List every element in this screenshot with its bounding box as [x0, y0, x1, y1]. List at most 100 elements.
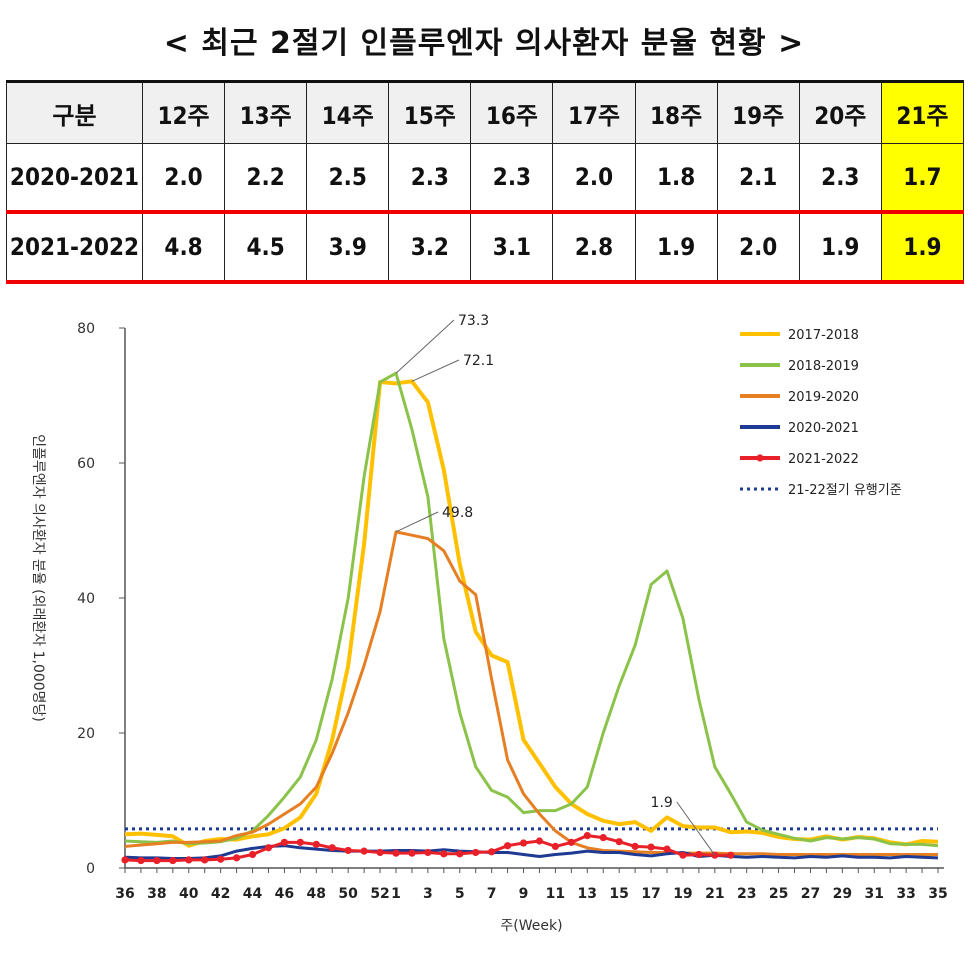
season-label: 2021-2022 — [6, 210, 143, 284]
table-cell-current: 1.9 — [880, 210, 965, 284]
x-tick-label: 11 — [546, 886, 565, 902]
x-tick-label: 21 — [705, 886, 724, 902]
table-cell: 2.5 — [306, 143, 390, 213]
series-point-2021-2022 — [679, 851, 687, 859]
series-line-2017-2018 — [124, 379, 939, 848]
table-cell: 3.9 — [306, 210, 390, 284]
series-point-2021-2022 — [615, 838, 623, 846]
series-point-2021-2022 — [599, 834, 607, 842]
y-tick-label: 0 — [86, 861, 95, 877]
week-header: 17주 — [552, 80, 636, 144]
x-tick-label: 29 — [833, 886, 852, 902]
x-tick-label: 44 — [243, 886, 263, 902]
series-point-2021-2022 — [711, 851, 719, 859]
table-row: 2020-2021 2.0 2.2 2.5 2.3 2.3 2.0 1.8 2.… — [6, 143, 965, 213]
table-cell: 3.1 — [470, 210, 554, 284]
series-line-2018-2019 — [124, 371, 939, 848]
table-cell: 4.5 — [224, 210, 308, 284]
annotation-leader — [395, 319, 455, 374]
week-header: 18주 — [634, 80, 718, 144]
table-cell: 4.8 — [141, 210, 226, 284]
series-point-2021-2022 — [727, 851, 735, 859]
x-tick-label: 46 — [275, 886, 294, 902]
page-title: < 최근 2절기 인플루엔자 의사환자 분율 현황 > — [163, 26, 805, 61]
series-point-2021-2022 — [201, 856, 209, 864]
series-line-2019-2020 — [124, 530, 938, 856]
table-cell: 3.2 — [388, 210, 472, 284]
series-point-2021-2022 — [631, 842, 639, 851]
table-cell-current: 1.7 — [880, 143, 965, 213]
series-point-2021-2022 — [519, 839, 528, 847]
y-axis-title: 인플루엔자 의사환자 분율 (외래환자 1,000명당) — [30, 434, 46, 722]
series-point-2021-2022 — [535, 837, 544, 845]
series-point-2021-2022 — [360, 847, 368, 855]
x-tick-label: 9 — [519, 886, 529, 902]
table-row: 2021-2022 4.8 4.5 3.9 3.2 3.1 2.8 1.9 2.… — [6, 210, 965, 284]
week-header: 16주 — [470, 80, 554, 144]
series-point-2021-2022 — [344, 846, 352, 855]
table-cell: 2.0 — [716, 210, 800, 284]
table-header-label: 구분 — [6, 80, 143, 144]
x-tick-label: 23 — [737, 886, 756, 902]
legend-label: 2019-2020 — [788, 390, 859, 405]
series-point-2021-2022 — [376, 848, 384, 857]
x-tick-label: 40 — [179, 886, 199, 902]
table-cell: 1.8 — [634, 143, 718, 213]
x-tick-label: 19 — [673, 886, 692, 902]
series-point-2021-2022 — [121, 856, 129, 864]
week-header: 14주 — [306, 80, 390, 144]
series-point-2021-2022 — [217, 855, 225, 863]
table-cell: 2.3 — [388, 143, 472, 213]
week-header: 15주 — [388, 80, 472, 144]
series-point-2021-2022 — [503, 842, 512, 850]
x-tick-label: 35 — [928, 886, 947, 902]
annotation-leader — [676, 801, 716, 856]
annotation-label: 73.3 — [458, 313, 489, 329]
y-tick-label: 60 — [77, 456, 95, 472]
y-tick-label: 40 — [77, 591, 95, 607]
table-cell: 2.0 — [141, 143, 226, 213]
series-point-2021-2022 — [328, 844, 336, 852]
series-point-2021-2022 — [424, 848, 432, 857]
series-point-2021-2022 — [408, 849, 416, 857]
x-tick-label: 5 — [455, 886, 465, 902]
table-header-row: 구분 12주 13주 14주 15주 16주 17주 18주 19주 20주 2… — [6, 80, 965, 144]
series-point-2021-2022 — [567, 838, 575, 846]
x-tick-label: 31 — [864, 886, 883, 902]
x-tick-label: 38 — [147, 886, 166, 902]
series-point-2021-2022 — [647, 843, 655, 851]
table-cell: 2.1 — [716, 143, 800, 213]
annotation-label: 49.8 — [442, 505, 473, 521]
series-point-2021-2022 — [153, 856, 161, 865]
table-cell: 2.0 — [552, 143, 636, 213]
legend-label: 2017-2018 — [788, 328, 859, 343]
series-point-2021-2022 — [264, 844, 273, 852]
series-point-2021-2022 — [185, 856, 193, 864]
table-cell: 2.3 — [470, 143, 554, 213]
series-point-2021-2022 — [232, 854, 241, 862]
series-point-2021-2022 — [392, 849, 400, 857]
series-point-2021-2022 — [583, 832, 591, 840]
series-point-2021-2022 — [456, 850, 464, 858]
series-point-2021-2022 — [248, 850, 257, 859]
table-cell: 1.9 — [798, 210, 882, 284]
legend-label: 2018-2019 — [788, 359, 859, 374]
x-tick-label: 1 — [391, 886, 401, 902]
x-tick-label: 3 — [423, 886, 433, 902]
week-header: 12주 — [141, 80, 226, 144]
table-cell: 2.8 — [552, 210, 636, 284]
series-point-2021-2022 — [169, 856, 177, 865]
x-tick-label: 33 — [896, 886, 915, 902]
comparison-table: 구분 12주 13주 14주 15주 16주 17주 18주 19주 20주 2… — [6, 80, 965, 284]
series-point-2021-2022 — [472, 848, 480, 857]
week-header: 19주 — [716, 80, 800, 144]
x-tick-label: 36 — [115, 886, 134, 902]
week-header: 20주 — [798, 80, 882, 144]
series-point-2021-2022 — [440, 850, 448, 858]
season-label: 2020-2021 — [6, 143, 143, 213]
y-tick-label: 80 — [77, 321, 95, 337]
x-axis-title: 주(Week) — [500, 918, 562, 934]
legend-label: 2021-2022 — [788, 452, 859, 467]
series-line-2020-2021 — [124, 844, 939, 860]
x-tick-label: 52 — [370, 886, 389, 902]
